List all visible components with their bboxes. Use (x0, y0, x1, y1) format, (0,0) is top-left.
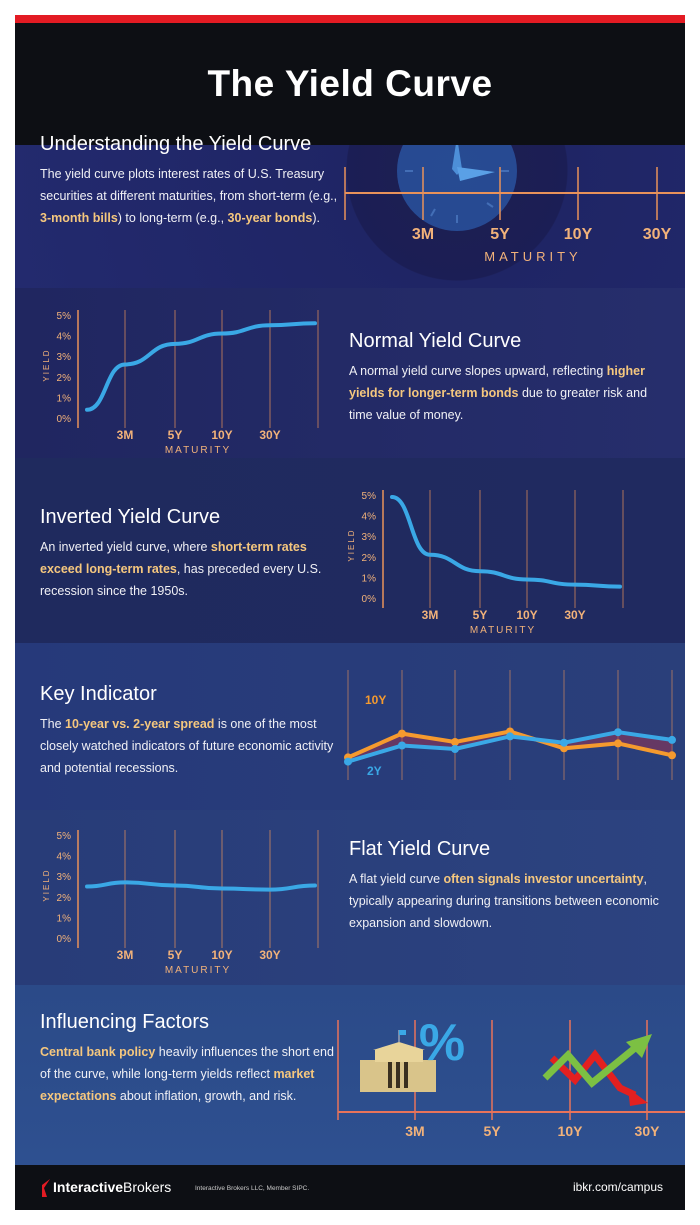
y-tick-label: 4% (57, 852, 72, 863)
ib-logo-icon (42, 1179, 50, 1197)
y-tick-label: 4% (362, 512, 377, 523)
yield-curve-line (85, 321, 317, 412)
x-tick-label: 3M (117, 428, 134, 442)
section-heading: Key Indicator (40, 683, 157, 705)
header: The Yield Curve (15, 23, 685, 145)
central-bank-building-icon (360, 1030, 436, 1092)
x-tick-label: 10Y (211, 948, 232, 962)
y-tick-label: 1% (362, 573, 377, 584)
series-label-2y: 2Y (367, 764, 382, 778)
x-tick-label: 30Y (564, 608, 585, 622)
section-text: An inverted yield curve, where short-ter… (40, 540, 322, 598)
y-tick-label: 5% (57, 311, 72, 322)
data-point (398, 741, 406, 750)
data-point (614, 739, 622, 748)
maturity-timeline: 3M 5Y 10Y 30Y MATURITY (344, 145, 685, 264)
yield-curve-line (85, 880, 317, 892)
tick-5y: 5Y (483, 1123, 501, 1139)
data-point (614, 728, 622, 737)
tick-3m: 3M (405, 1123, 424, 1139)
section-text: A flat yield curve often signals investo… (349, 872, 659, 930)
section-text: The yield curve plots interest rates of … (40, 167, 338, 225)
key-indicator-section (15, 643, 685, 810)
data-point (451, 738, 459, 746)
section-text: The 10-year vs. 2-year spread is one of … (40, 717, 334, 775)
tick-5y: 5Y (490, 226, 510, 243)
section-heading: Inverted Yield Curve (40, 506, 221, 528)
y-axis-label: YIELD (42, 868, 51, 901)
y-axis-label: YIELD (42, 348, 51, 381)
y-tick-label: 5% (362, 491, 377, 502)
yield-curve-line (390, 495, 622, 589)
section-heading: Understanding the Yield Curve (40, 133, 312, 155)
y-tick-label: 3% (362, 532, 377, 543)
x-tick-label: 5Y (168, 948, 183, 962)
y-tick-label: 2% (362, 553, 377, 564)
inverted-yield-chart: 0% 1% 2% 3% 4% 5% YIELD 3M 5Y 10Y 30Y MATURITY (347, 490, 624, 635)
section-heading: Influencing Factors (40, 1011, 209, 1033)
campus-link[interactable]: ibkr.com/campus (572, 1180, 663, 1194)
x-tick-label: 10Y (211, 428, 232, 442)
spread-chart: 10Y 2Y (344, 670, 676, 780)
tick-10y: 10Y (558, 1123, 584, 1139)
tick-30y: 30Y (643, 226, 672, 243)
factors-timeline: % 3M 5Y 10Y 30Y (337, 1014, 685, 1139)
footer: InteractiveBrokers Interactive Brokers L… (15, 1165, 685, 1210)
y-tick-label: 4% (57, 332, 72, 343)
tick-30y: 30Y (635, 1123, 661, 1139)
percent-icon: % (419, 1014, 465, 1072)
flat-yield-chart: 0% 1% 2% 3% 4% 5% YIELD 3M 5Y 10Y 30Y MATURITY (42, 830, 319, 975)
y-tick-label: 2% (57, 893, 72, 904)
section-heading: Normal Yield Curve (349, 330, 522, 352)
brand-logo: InteractiveBrokers (53, 1179, 172, 1195)
x-tick-label: 10Y (516, 608, 537, 622)
x-tick-label: 5Y (168, 428, 183, 442)
section-heading: Flat Yield Curve (349, 838, 491, 860)
normal-yield-chart: 0% 1% 2% 3% 4% 5% YIELD 3M 5Y 10Y 30Y MATURITY (42, 310, 319, 455)
y-tick-label: 0% (57, 414, 72, 425)
data-point (451, 745, 459, 753)
series-label-10y: 10Y (365, 693, 386, 707)
inverted-section (15, 458, 685, 643)
y-tick-label: 2% (57, 373, 72, 384)
section-text: Central bank policy heavily influences t… (40, 1045, 334, 1103)
y-tick-label: 0% (57, 934, 72, 945)
x-axis-label: MATURITY (165, 445, 231, 455)
tick-10y: 10Y (564, 226, 593, 243)
axis-label: MATURITY (484, 249, 581, 264)
understanding-section: 3M 5Y 10Y 30Y MATURITY (15, 145, 685, 288)
data-point (560, 738, 568, 747)
data-point (560, 744, 568, 753)
y-tick-label: 3% (57, 352, 72, 363)
y-tick-label: 0% (362, 594, 377, 605)
data-point (506, 732, 514, 741)
data-point (668, 751, 676, 760)
x-tick-label: 5Y (473, 608, 488, 622)
y-tick-label: 3% (57, 872, 72, 883)
top-accent-bar (15, 15, 685, 23)
normal-section (15, 288, 685, 458)
up-arrow-icon (542, 1045, 638, 1088)
y-tick-label: 1% (57, 913, 72, 924)
x-axis-label: MATURITY (165, 965, 231, 975)
x-tick-label: 3M (422, 608, 439, 622)
clock-icon (397, 145, 517, 231)
section-text: A normal yield curve slopes upward, refl… (349, 364, 648, 422)
y-tick-label: 1% (57, 393, 72, 404)
data-point (398, 729, 406, 738)
flat-section (15, 810, 685, 985)
x-tick-label: 30Y (259, 428, 280, 442)
y-axis-label: YIELD (347, 528, 356, 561)
tick-3m: 3M (412, 226, 434, 243)
down-arrow-icon (549, 1049, 637, 1099)
x-axis-label: MATURITY (470, 625, 536, 635)
legal-text: Interactive Brokers LLC, Member SIPC. (195, 1185, 310, 1192)
x-tick-label: 3M (117, 948, 134, 962)
data-point (668, 735, 676, 744)
page-title: The Yield Curve (207, 63, 493, 104)
x-tick-label: 30Y (259, 948, 280, 962)
y-tick-label: 5% (57, 831, 72, 842)
data-point (344, 757, 352, 766)
